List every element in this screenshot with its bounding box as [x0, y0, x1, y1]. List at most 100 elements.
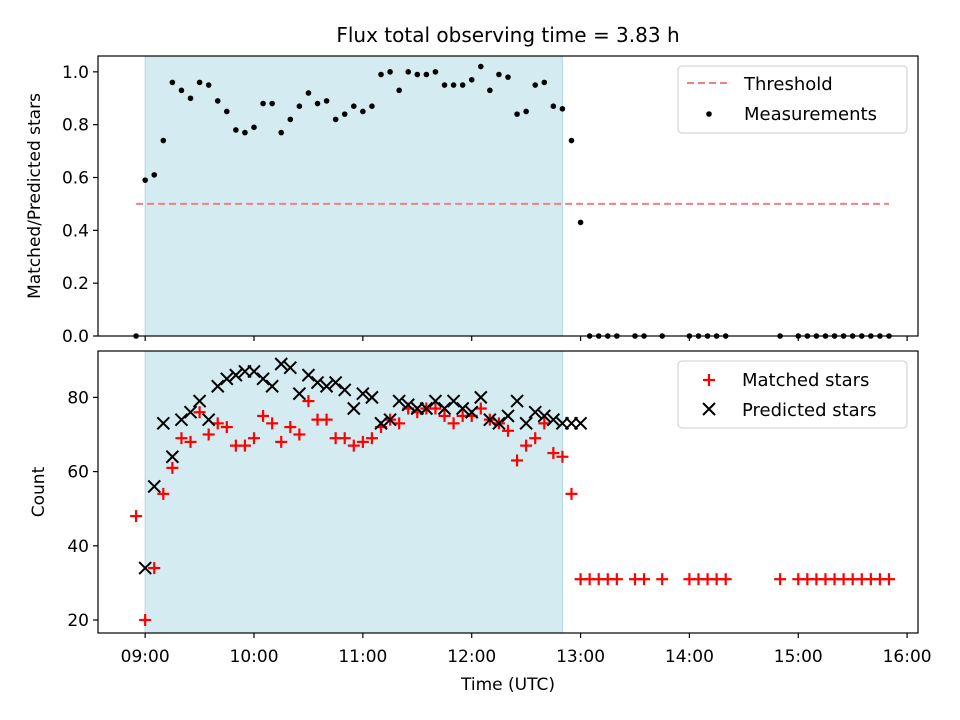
bottom-ytick-label: 80: [67, 388, 89, 408]
matched-star-point: [293, 428, 306, 441]
bottom-ytick-label: 40: [67, 537, 89, 557]
measurement-point: [169, 79, 176, 86]
matched-star-point: [238, 439, 251, 452]
measurement-point: [278, 129, 285, 136]
predicted-star-point: [455, 401, 470, 416]
predicted-star-point: [465, 405, 479, 419]
predicted-star-point: [365, 390, 379, 405]
matched-star-point: [148, 562, 161, 575]
measurement-point: [396, 87, 402, 94]
measurement-point: [233, 127, 239, 133]
bottom-y-axis-label: Count: [29, 466, 49, 517]
top-legend-box: [677, 65, 908, 134]
measurement-point: [269, 100, 275, 107]
measurement-point: [350, 103, 357, 109]
predicted-star-point: [374, 416, 388, 431]
measurement-point: [459, 82, 466, 88]
threshold-legend-label: Threshold: [743, 74, 833, 95]
matched-star-point: [175, 432, 188, 445]
predicted-star-point: [201, 412, 216, 427]
measurement-point: [450, 82, 457, 88]
predicted-star-point: [356, 386, 370, 401]
predicted-star-point: [301, 368, 316, 382]
predicted-star-point: [256, 372, 270, 386]
predicted-star-point: [519, 416, 533, 431]
matched-star-point: [284, 421, 297, 434]
matched-star-point: [556, 450, 569, 463]
measurement-point: [360, 108, 366, 115]
bottom-ytick-label: 20: [67, 611, 89, 631]
measurement-point: [487, 87, 493, 94]
measurement-point: [378, 71, 384, 78]
matched-star-point: [365, 432, 378, 445]
measurement-point: [477, 63, 484, 70]
matched-star-point: [356, 435, 369, 448]
bottom-x-ticks: 09:00 10:00 11:00 12:00 13:00 14:00 15:00 16:00: [121, 633, 932, 667]
measurement-point: [423, 71, 430, 78]
matched-star-point: [130, 510, 143, 523]
measurement-point: [414, 71, 421, 78]
predicted-star-point: [347, 401, 361, 416]
matched-star-point: [184, 435, 197, 448]
top-panel: 0.0 0.2 0.4 0.6 0.8 1.0 Matched/Predicted sta…: [25, 55, 919, 347]
measurement-point: [505, 74, 511, 80]
xtick-label: 13:00: [556, 647, 605, 667]
top-shaded-span: [145, 56, 563, 336]
xtick-label: 12:00: [447, 647, 496, 667]
predicted-star-point: [274, 357, 288, 371]
chart-title: Flux total observing time = 3.83 h: [336, 23, 679, 47]
matched-star-point: [266, 417, 279, 430]
top-ytick-label: 0.6: [62, 169, 89, 189]
xtick-label: 16:00: [883, 647, 932, 667]
predicted-star-point: [138, 561, 152, 575]
measurement-point: [468, 76, 475, 83]
matched-star-point: [547, 447, 560, 460]
predicted-star-point: [437, 401, 452, 416]
top-ytick-label: 0.0: [62, 327, 89, 347]
matched-star-point: [447, 417, 460, 430]
measurement-point: [196, 79, 203, 86]
matched-star-point: [157, 487, 170, 500]
measurement-point: [160, 137, 167, 144]
measurement-point: [550, 103, 557, 109]
predicted-star-point: [192, 394, 207, 408]
matched-star-point: [338, 432, 351, 445]
measurement-point: [568, 137, 575, 144]
measurement-point: [369, 103, 375, 109]
bottom-panel: 20 40 60 80 09:00 10:00 11:00 12:00 13:00 14:00 1…: [29, 350, 932, 695]
predicted-star-point: [428, 394, 443, 408]
bottom-plot-frame: [97, 350, 919, 634]
measurement-point: [305, 90, 312, 96]
predicted-star-point: [483, 412, 497, 427]
measurement-point: [296, 103, 303, 109]
measurement-point: [577, 219, 584, 226]
predicted-star-point: [546, 412, 561, 427]
measurement-point: [205, 82, 212, 88]
top-legend: Threshold Measurements: [677, 65, 908, 134]
measurement-point: [441, 82, 448, 88]
predicted-star-point: [211, 379, 225, 393]
measurements-legend-swatch: [706, 111, 712, 117]
xtick-label: 09:00: [121, 647, 170, 667]
bottom-y-ticks: 20 40 60 80: [67, 388, 98, 631]
measurement-point: [332, 116, 339, 123]
xtick-label: 14:00: [665, 647, 714, 667]
xtick-label: 10:00: [230, 647, 279, 667]
measurement-point: [323, 98, 330, 104]
predicted-star-point: [292, 386, 307, 401]
predicted-star-point: [573, 416, 588, 431]
xtick-label: 15:00: [774, 647, 823, 667]
predicted-star-point: [383, 412, 397, 427]
matched-star-point: [257, 409, 270, 422]
bottom-markers: [130, 357, 895, 627]
matched-star-point: [719, 573, 732, 586]
predicted-star-point: [401, 398, 415, 412]
matched-star-point: [202, 428, 215, 441]
top-ytick-label: 0.2: [62, 274, 89, 294]
top-y-ticks: 0.0 0.2 0.4 0.6 0.8 1.0: [62, 63, 98, 347]
top-ytick-label: 1.0: [62, 63, 89, 83]
matched-legend-label: Matched stars: [742, 370, 869, 391]
matched-star-point: [774, 573, 787, 586]
matched-star-point: [529, 432, 542, 445]
